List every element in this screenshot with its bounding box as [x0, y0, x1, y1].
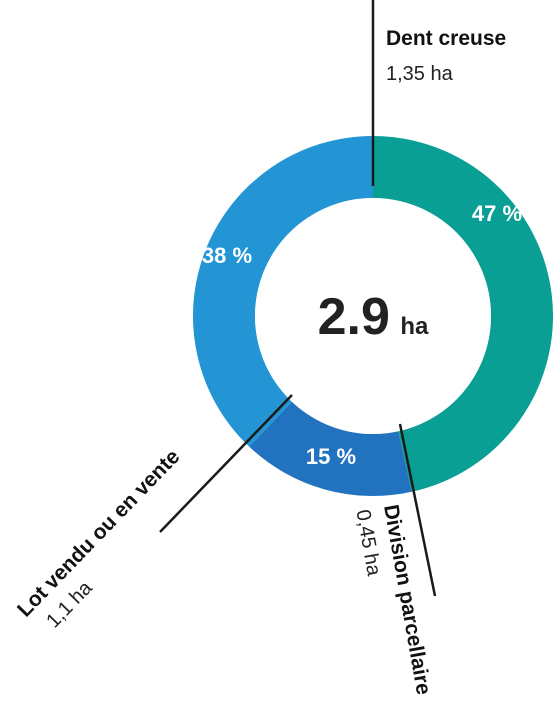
donut-slices: [193, 136, 553, 496]
total-value: 2.9: [318, 288, 390, 346]
leader-line: [398, 423, 437, 597]
total-unit: ha: [400, 313, 429, 340]
lot-label-group: Lot vendu ou en vente 1,1 ha: [13, 445, 184, 632]
slice-percent-label: 38 %: [202, 243, 252, 268]
donut-hole: [255, 198, 491, 434]
category-value: 1,35 ha: [386, 63, 454, 85]
donut-slice: [249, 401, 412, 496]
category-label: Lot vendu ou en vente: [13, 445, 184, 621]
category-label: Dent creuse: [386, 27, 506, 50]
slice-percent-label: 15 %: [306, 444, 356, 469]
slice-percent-label: 47 %: [472, 201, 522, 226]
leader-line: [159, 394, 293, 533]
total-label: 2.9 ha: [318, 288, 429, 346]
donut-slice: [373, 136, 553, 492]
donut-slice: [193, 136, 373, 447]
category-label: Division parcellaire: [379, 503, 435, 697]
category-value: 0,45 ha: [352, 508, 385, 578]
